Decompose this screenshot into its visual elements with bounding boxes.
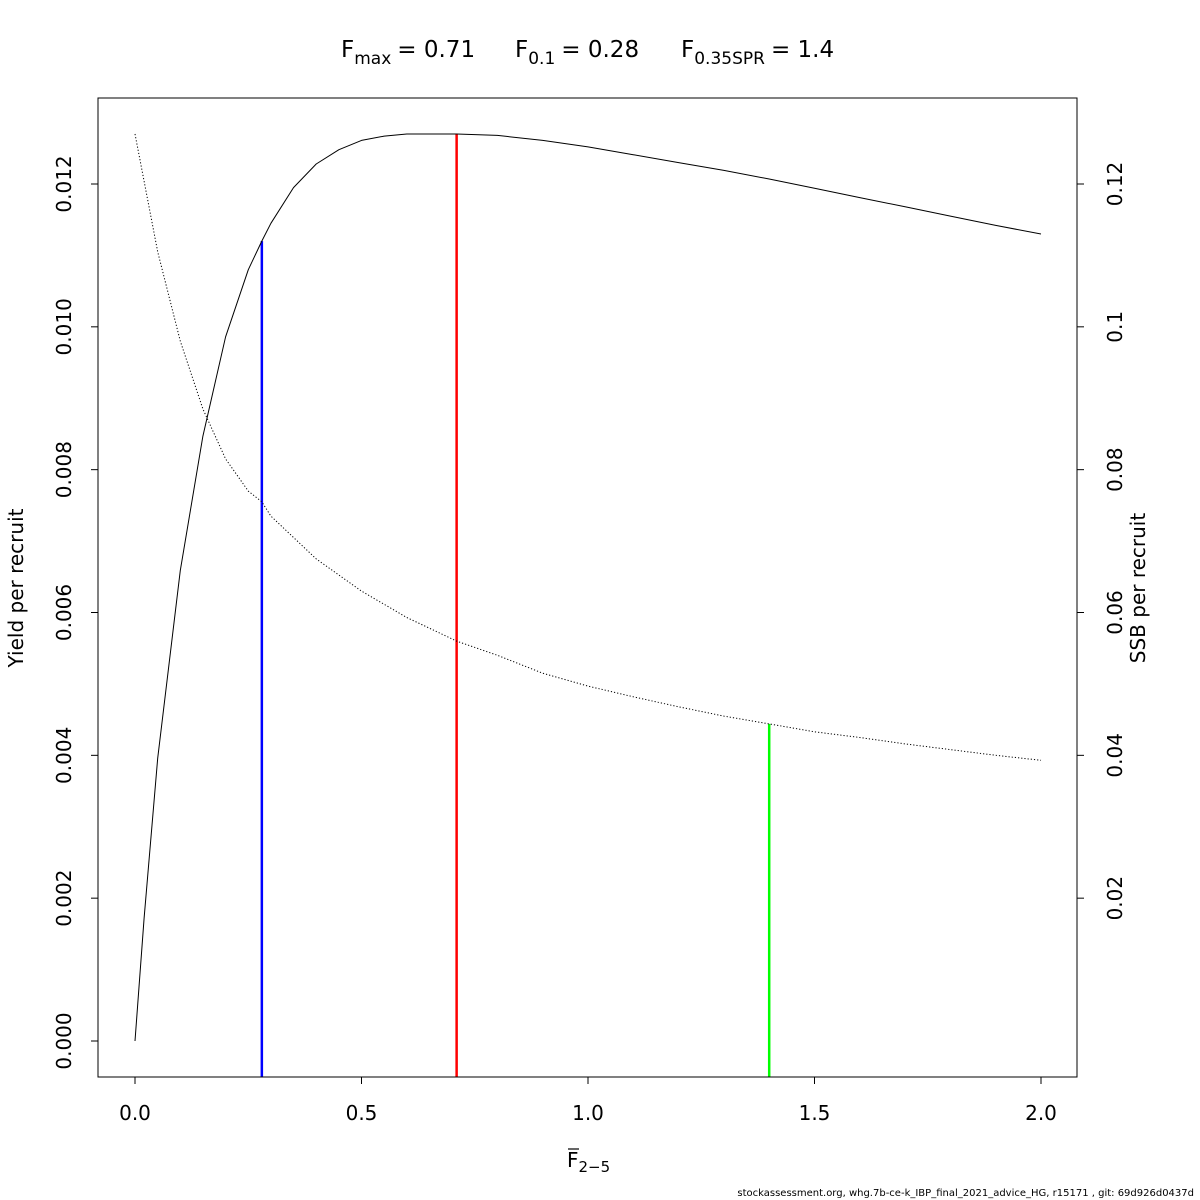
title-fmax: Fmax = 0.71 [341,37,475,69]
y-axis-left-label: Yield per recruit [4,508,28,668]
y-right-tick-label: 0.1 [1103,311,1127,343]
y-left-tick-label: 0.010 [52,298,76,355]
y-right-tick-label: 0.12 [1103,162,1127,207]
x-axis: 0.0 0.5 1.0 1.5 2.0 [119,1076,1057,1125]
y-right-tick-label: 0.06 [1103,590,1127,635]
y-right-tick-label: 0.04 [1103,733,1127,778]
y-left-tick-label: 0.004 [52,727,76,784]
y-left-tick-label: 0.000 [52,1012,76,1069]
chart-title: Fmax = 0.71 F0.1 = 0.28 F0.35SPR = 1.4 [341,37,834,69]
yield-per-recruit-line [134,133,1042,1042]
y-left-tick-label: 0.008 [52,441,76,498]
y-axis-right: 0.02 0.04 0.06 0.08 0.1 0.12 [1076,162,1127,921]
y-left-tick-label: 0.012 [52,155,76,212]
plot-frame [97,97,1078,1078]
y-axis-left: 0.000 0.002 0.004 0.006 0.008 0.010 0.012 [52,155,99,1070]
x-tick-label: 0.5 [346,1101,378,1125]
reference-lines [260,134,771,1077]
y-axis-right-label: SSB per recruit [1126,513,1150,664]
x-axis-label: F2−5 [567,1148,610,1176]
y-left-tick-label: 0.002 [52,870,76,927]
y-left-tick-label: 0.006 [52,584,76,641]
ssb-per-recruit-line [134,133,1042,761]
y-right-tick-label: 0.02 [1103,876,1127,921]
title-f035spr: F0.35SPR = 1.4 [681,37,834,69]
title-f01: F0.1 = 0.28 [515,37,639,69]
x-tick-label: 2.0 [1025,1101,1057,1125]
x-tick-label: 1.5 [799,1101,831,1125]
footer-source: stockassessment.org, whg.7b-ce-k_IBP_fin… [737,1188,1194,1199]
series-lines [134,133,1042,1042]
x-tick-label: 1.0 [572,1101,604,1125]
x-axis-label-text: F2−5 [567,1148,610,1176]
y-right-tick-label: 0.08 [1103,447,1127,492]
x-tick-label: 0.0 [119,1101,151,1125]
